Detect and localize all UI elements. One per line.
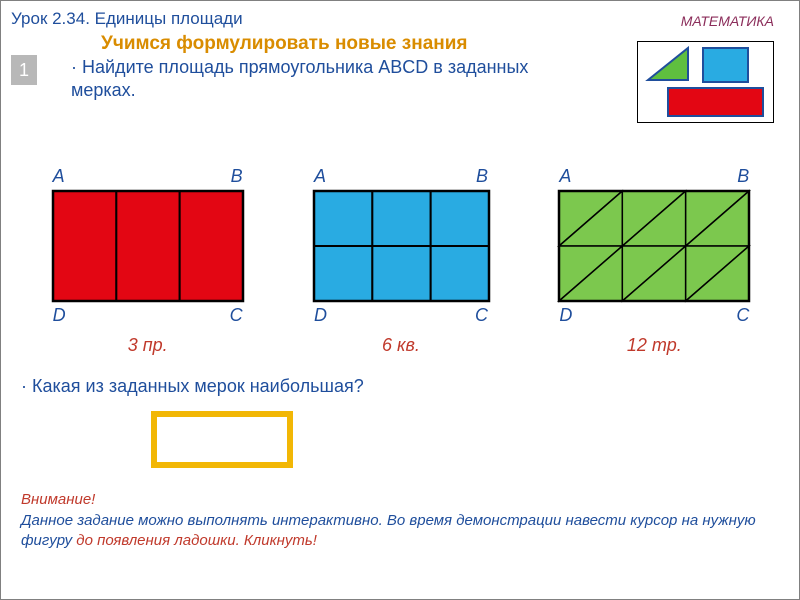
answer-highlight-rect[interactable] [151,411,293,468]
legend-rect-icon[interactable] [668,88,763,116]
label-d: D [314,305,327,326]
label-d: D [53,305,66,326]
label-b: B [737,166,749,187]
instruction-tail: до появления ладошки. Кликнуть! [76,532,317,549]
caption-3: 12 тр. [627,335,682,356]
task-text: · Найдите площадь прямоугольника ABCD в … [71,56,551,103]
attention-label: Внимание! [21,491,95,508]
legend-box [637,41,774,123]
legend-triangle-icon[interactable] [648,48,688,80]
slide: Урок 2.34. Единицы площади МАТЕМАТИКА Уч… [0,0,800,600]
label-b: B [231,166,243,187]
task-number-box: 1 [11,55,37,85]
legend-svg [638,42,773,122]
label-a: A [53,166,65,187]
label-c: C [475,305,488,326]
instruction-text: Данное задание можно выполнять интеракти… [21,511,761,550]
lesson-title: Урок 2.34. Единицы площади [11,9,243,29]
label-d: D [559,305,572,326]
shape-svg-1[interactable] [33,151,263,341]
shape-cell-2: A B D C 6 кв. [286,151,516,351]
caption-2: 6 кв. [382,335,420,356]
label-c: C [230,305,243,326]
caption-1: 3 пр. [128,335,168,356]
shape-cell-3: A B D C 12 тр. [539,151,769,351]
question-text: · Какая из заданных мерок наибольшая? [21,376,364,397]
heading: Учимся формулировать новые знания [101,33,468,55]
label-b: B [476,166,488,187]
shape-row: A B D C 3 пр. A B D C 6 кв. A B D C 12 т… [21,151,781,351]
label-a: A [314,166,326,187]
label-a: A [559,166,571,187]
shape-cell-1: A B D C 3 пр. [33,151,263,351]
label-c: C [736,305,749,326]
legend-square-icon[interactable] [703,48,748,82]
shape-svg-3[interactable] [539,151,769,341]
subject-label: МАТЕМАТИКА [681,13,774,29]
